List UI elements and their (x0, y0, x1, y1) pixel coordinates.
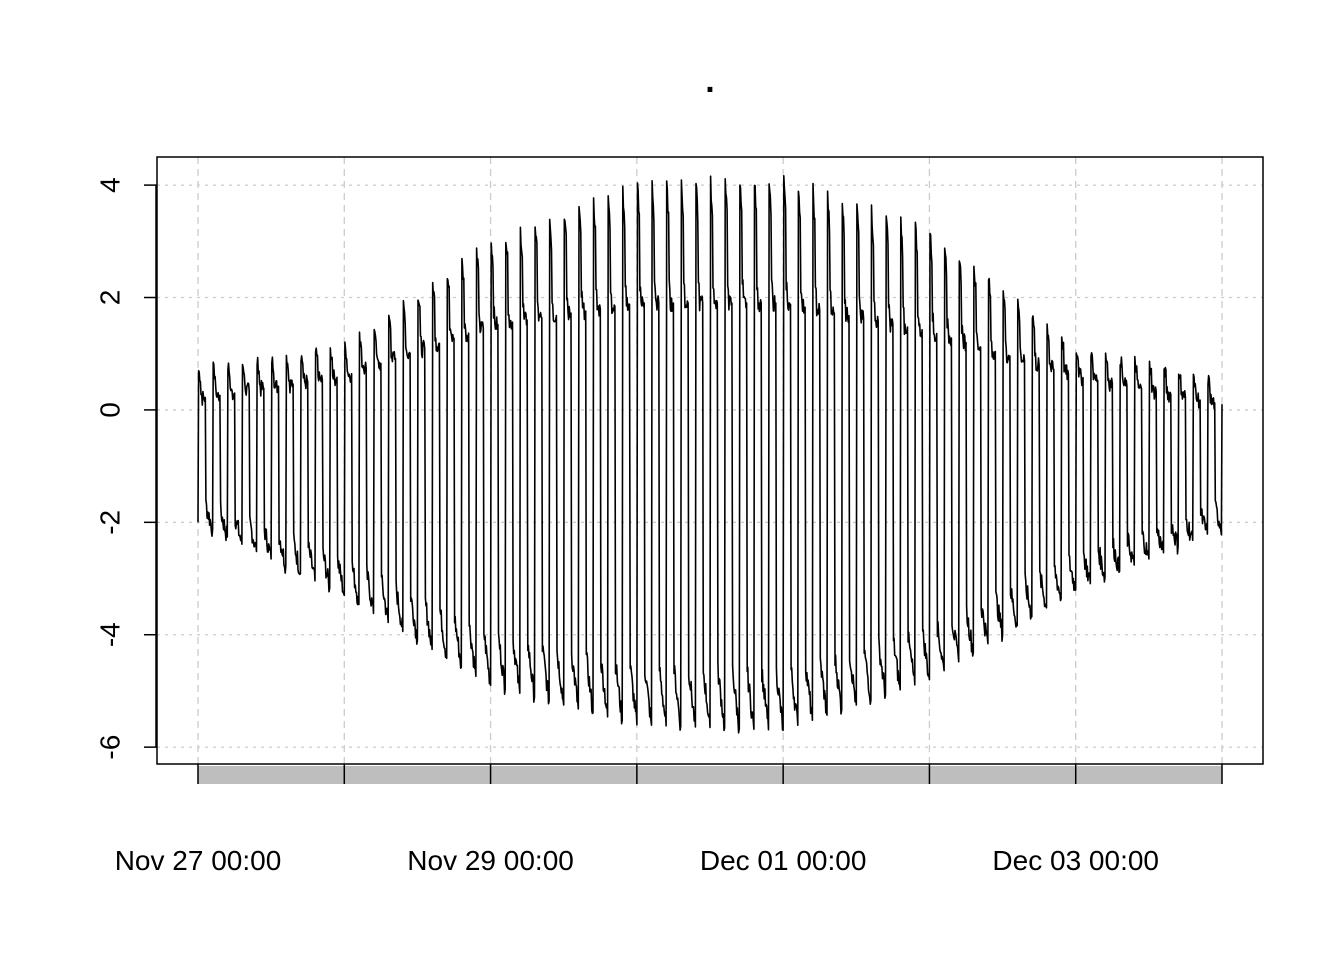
y-tick-label: -2 (95, 510, 126, 535)
x-tick-label: Nov 27 00:00 (115, 845, 282, 876)
x-tick-label: Nov 29 00:00 (407, 845, 574, 876)
x-axis: Nov 27 00:00 Nov 29 00:00 Dec 01 00:00 Dec … (115, 764, 1223, 876)
x-tick-label: Dec 01 00:00 (700, 845, 867, 876)
y-tick-label: -4 (95, 622, 126, 647)
chart-title: . (705, 62, 714, 100)
y-tick-label: 2 (95, 290, 126, 306)
y-axis: -6 -4 -2 0 2 4 (95, 177, 157, 760)
plot-frame (156, 156, 1264, 765)
y-tick-label: 0 (95, 402, 126, 418)
x-axis-band (198, 766, 1222, 784)
series-lines (197, 175, 1223, 734)
x-tick-label: Dec 03 00:00 (992, 845, 1159, 876)
y-tick-label: 4 (95, 177, 126, 193)
series-line (197, 175, 1223, 734)
y-tick-label: -6 (95, 735, 126, 760)
